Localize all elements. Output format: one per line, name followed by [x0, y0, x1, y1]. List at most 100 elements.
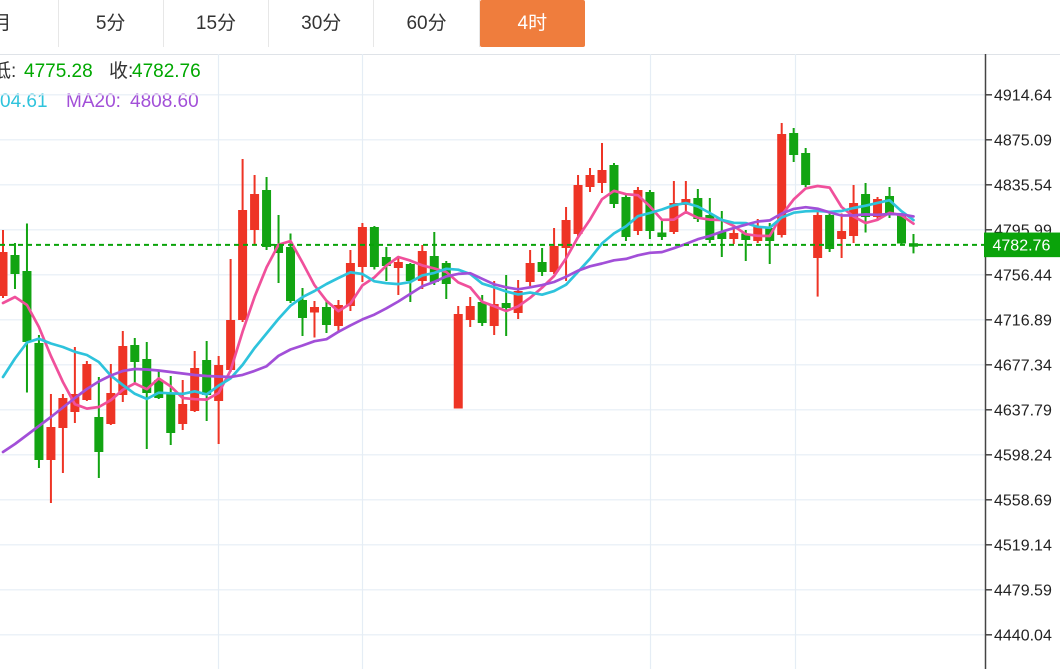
- candle-body-up: [465, 305, 475, 321]
- candle-body-down: [609, 165, 619, 204]
- price-axis-label: 4677.34: [994, 357, 1052, 374]
- candle-body-up: [0, 251, 8, 296]
- candle-body-up: [873, 198, 883, 217]
- candle-wick: [397, 257, 400, 295]
- candle-body-down: [537, 261, 547, 273]
- tab-60分[interactable]: 60分: [374, 0, 480, 47]
- candle-body-up: [333, 304, 343, 327]
- price-axis-label: 4914.64: [994, 87, 1052, 104]
- candle-body-down: [885, 195, 895, 214]
- candle-body-down: [142, 358, 152, 393]
- candle-body-up: [549, 246, 559, 273]
- candle-body-down: [693, 197, 703, 220]
- candle-body-up: [525, 263, 535, 283]
- price-axis-label: 4716.89: [994, 312, 1052, 329]
- candle-body-up: [585, 175, 595, 187]
- ma-line-MA5: [1, 184, 915, 410]
- tab-5分[interactable]: 5分: [58, 0, 164, 47]
- candle-body-up: [633, 189, 643, 231]
- ma-line-MA20: [1, 205, 915, 454]
- candle-body-down: [130, 345, 140, 363]
- candle-body-down: [717, 231, 727, 240]
- candle-body-up: [729, 232, 739, 240]
- candle-wick: [660, 221, 663, 240]
- candle-body-down: [657, 232, 667, 238]
- candle-body-up: [345, 263, 355, 306]
- candle-body-up: [58, 398, 68, 429]
- candle-body-down: [10, 255, 20, 275]
- candle-body-up: [214, 365, 224, 402]
- candle-body-up: [489, 303, 499, 327]
- current-price-badge-text: 4782.76: [993, 237, 1051, 254]
- candle-body-up: [753, 227, 763, 241]
- candle-body-up: [597, 169, 607, 184]
- price-axis-label: 4519.14: [994, 537, 1052, 554]
- candle-body-up: [178, 403, 188, 424]
- candle-body-up: [813, 214, 823, 258]
- price-axis-label: 4598.24: [994, 447, 1052, 464]
- tab-4时[interactable]: 4时: [479, 0, 585, 47]
- price-axis-label: 4440.04: [994, 627, 1052, 644]
- candle-body-up: [238, 210, 248, 321]
- candle-body-up: [190, 367, 200, 411]
- current-price-badge: [984, 232, 1060, 258]
- candle-body-up: [226, 320, 236, 370]
- kline-chart[interactable]: 4914.64 4875.09 4835.54 4795.99 4756.44 4716.…: [0, 54, 1060, 669]
- low-label: 低:: [0, 61, 17, 82]
- candle-wick: [601, 142, 603, 194]
- candle-wick: [229, 258, 232, 373]
- candle-body-down: [298, 300, 307, 319]
- candle-body-down: [166, 393, 176, 433]
- candle-body-down: [477, 302, 487, 323]
- candle-body-up: [453, 313, 463, 409]
- candle-body-up: [46, 427, 56, 460]
- candle-body-up: [250, 194, 260, 231]
- candle-body-down: [789, 132, 799, 156]
- candle-body-up: [561, 220, 571, 249]
- candle-body-up: [513, 291, 523, 313]
- ma20-label: MA20:: [66, 91, 121, 112]
- price-axis-label: 4756.44: [994, 267, 1052, 284]
- candle-body-down: [405, 264, 415, 282]
- price-axis-label: 4875.09: [994, 132, 1052, 149]
- candle-body-down: [274, 243, 284, 253]
- candle-body-down: [501, 302, 511, 309]
- price-axis-label: 4479.59: [994, 582, 1052, 599]
- candle-body-up: [82, 364, 92, 401]
- ma10-value-fragment: 04.61: [0, 91, 48, 112]
- candle-body-down: [825, 214, 835, 249]
- ma20-value: 4808.60: [130, 91, 199, 112]
- candle-body-down: [801, 152, 811, 186]
- price-axis-label: 4558.69: [994, 492, 1052, 509]
- close-value: 4782.76: [132, 61, 201, 82]
- candle-body-down: [202, 359, 212, 395]
- low-value: 4775.28: [24, 61, 93, 82]
- tab-15分[interactable]: 15分: [163, 0, 270, 47]
- candle-body-down: [94, 417, 104, 453]
- candle-body-down: [897, 213, 906, 244]
- candle-wick: [684, 180, 687, 212]
- candle-body-up: [357, 227, 367, 267]
- candle-body-down: [381, 257, 391, 267]
- tab-30分[interactable]: 30分: [269, 0, 375, 47]
- candle-body-up: [669, 203, 679, 232]
- candle-body-down: [34, 342, 44, 460]
- candle-body-down: [645, 192, 655, 231]
- price-axis-label: 4637.79: [994, 402, 1052, 419]
- candle-body-down: [705, 214, 715, 240]
- candle-wick: [145, 341, 148, 449]
- tab-月[interactable]: 月: [0, 0, 59, 47]
- kline-chart-canvas[interactable]: 4914.644875.094835.544795.994756.444716.…: [0, 54, 1060, 669]
- candle-body-up: [573, 185, 583, 234]
- candle-wick: [61, 393, 64, 474]
- candle-body-down: [621, 196, 631, 238]
- candle-body-down: [154, 380, 164, 399]
- candle-wick: [744, 230, 747, 261]
- candle-body-up: [837, 230, 847, 240]
- candle-wick: [313, 301, 316, 338]
- candle-body-up: [777, 133, 787, 235]
- candle-body-up: [106, 392, 116, 424]
- period-tab-bar: 月 5分 15分 30分 60分 4时: [0, 0, 1060, 54]
- candle-body-down: [262, 189, 272, 248]
